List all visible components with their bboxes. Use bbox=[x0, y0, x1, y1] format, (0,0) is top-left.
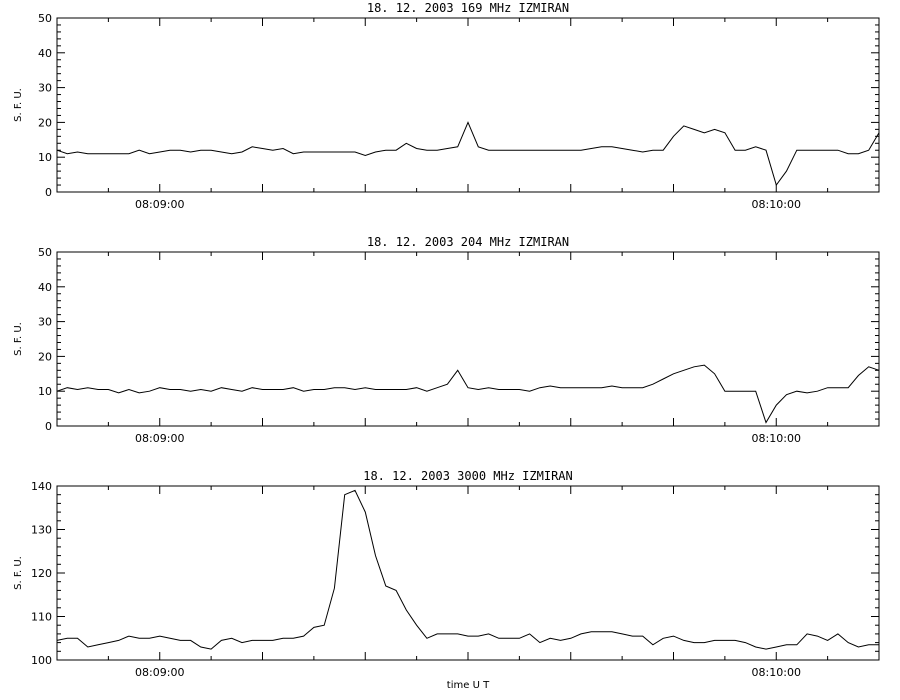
chart-title: 18. 12. 2003 3000 MHz IZMIRAN bbox=[363, 469, 573, 483]
y-axis-label: S. F. U. bbox=[13, 88, 24, 122]
x-tick-label: 08:10:00 bbox=[752, 666, 801, 679]
x-tick-label: 08:09:00 bbox=[135, 432, 184, 445]
y-tick-label: 10 bbox=[38, 385, 52, 398]
y-tick-label: 30 bbox=[38, 82, 52, 95]
x-axis-label: time U T bbox=[447, 680, 490, 691]
x-tick-label: 08:09:00 bbox=[135, 666, 184, 679]
y-tick-label: 20 bbox=[38, 116, 52, 129]
x-tick-label: 08:10:00 bbox=[752, 432, 801, 445]
y-tick-label: 0 bbox=[45, 186, 52, 199]
x-tick-label: 08:10:00 bbox=[752, 198, 801, 211]
y-tick-label: 50 bbox=[38, 12, 52, 25]
chart-title: 18. 12. 2003 169 MHz IZMIRAN bbox=[367, 1, 569, 15]
y-tick-label: 40 bbox=[38, 47, 52, 60]
plot-frame bbox=[56, 485, 880, 661]
plot-frame bbox=[56, 251, 880, 427]
plot-frame bbox=[56, 17, 880, 193]
y-tick-label: 120 bbox=[31, 567, 52, 580]
y-tick-label: 30 bbox=[38, 316, 52, 329]
y-tick-label: 10 bbox=[38, 151, 52, 164]
y-tick-label: 140 bbox=[31, 480, 52, 493]
series-line bbox=[56, 489, 879, 650]
y-tick-label: 100 bbox=[31, 654, 52, 667]
chart-panel-1: 18. 12. 2003 169 MHz IZMIRAN S. F. U. 0 10 2… bbox=[13, 1, 880, 211]
y-tick-label: 110 bbox=[31, 611, 52, 624]
y-tick-label: 130 bbox=[31, 524, 52, 537]
series-line bbox=[56, 364, 880, 424]
y-tick-label: 20 bbox=[38, 350, 52, 363]
x-tick-label: 08:09:00 bbox=[135, 198, 184, 211]
y-tick-label: 50 bbox=[38, 246, 52, 259]
chart-title: 18. 12. 2003 204 MHz IZMIRAN bbox=[367, 235, 569, 249]
series-line bbox=[56, 121, 880, 187]
y-axis-label: S. F. U. bbox=[13, 322, 24, 356]
y-tick-label: 0 bbox=[45, 420, 52, 433]
y-axis-label: S. F. U. bbox=[13, 556, 24, 590]
chart-panel-2: 18. 12. 2003 204 MHz IZMIRAN S. F. U. 0 10 2… bbox=[13, 235, 880, 445]
y-tick-label: 40 bbox=[38, 281, 52, 294]
chart-panel-3: 18. 12. 2003 3000 MHz IZMIRAN S. F. U. tim… bbox=[13, 469, 880, 691]
